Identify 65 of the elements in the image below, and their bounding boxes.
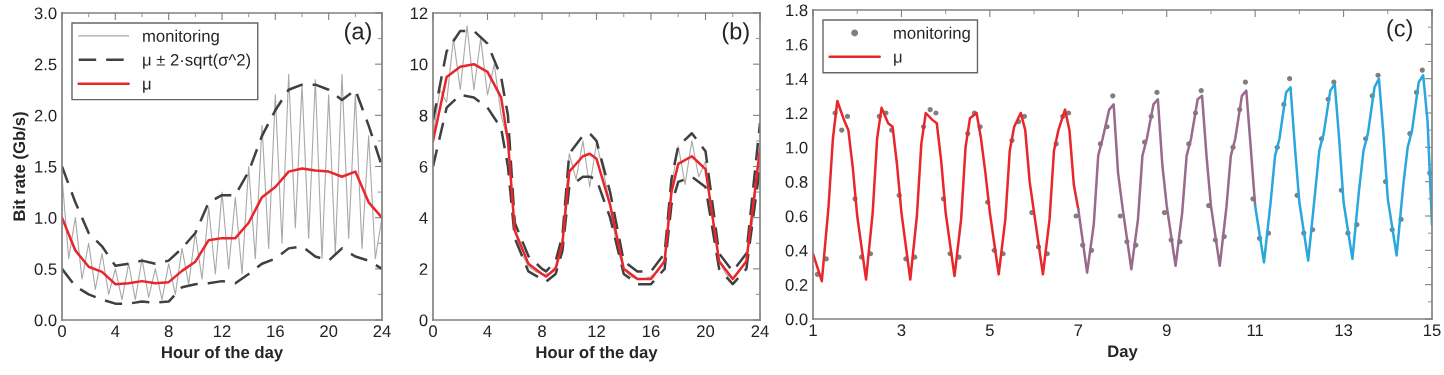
- y-tick-label: 2.5: [34, 58, 57, 71]
- line-series: [1253, 73, 1432, 264]
- x-tick-label: 11: [1247, 324, 1263, 336]
- x-tick-label: 7: [1074, 324, 1083, 336]
- x-tick-label: 8: [164, 325, 173, 338]
- x-tick-label: 3: [897, 324, 906, 337]
- x-tick-label: 5: [985, 324, 994, 337]
- y-tick-label: 6: [419, 160, 428, 173]
- y-tick-label: 1.5: [35, 161, 57, 173]
- x-axis-title: Hour of the day: [536, 345, 658, 362]
- y-tick-label: 1.4: [786, 73, 808, 85]
- x-tick-label: 13: [1335, 324, 1353, 337]
- line-series: [62, 73, 382, 301]
- y-tick-label: 4: [419, 212, 428, 224]
- x-tick-label: 24: [373, 325, 391, 337]
- x-tick-label: 15: [1424, 324, 1441, 337]
- y-tick-label: 12: [410, 7, 428, 20]
- x-tick-label: 4: [483, 325, 492, 337]
- legend-label: μ ± 2·sqrt(σ^2): [143, 53, 251, 70]
- x-tick-label: 1: [809, 324, 817, 336]
- line-series: [1077, 89, 1257, 274]
- annotation: (a): [345, 22, 371, 45]
- x-tick-label: 9: [1162, 324, 1171, 337]
- y-tick-label: 10: [410, 58, 428, 71]
- y-tick-label: 8: [419, 109, 428, 122]
- x-tick-label: 16: [643, 325, 660, 338]
- y-tick-label: 0.0: [34, 314, 57, 327]
- y-tick-label: 0.6: [785, 210, 808, 223]
- annotation: (b): [722, 22, 749, 45]
- y-tick-label: 1.0: [35, 212, 57, 224]
- y-tick-label: 1.6: [786, 38, 808, 51]
- y-tick-label: 0.2: [785, 279, 808, 291]
- x-tick-label: 12: [214, 325, 231, 337]
- line-series: [433, 93, 760, 286]
- y-tick-label: 1.2: [786, 107, 808, 120]
- y-tick-label: 0: [419, 314, 428, 327]
- y-tick-label: 0.0: [785, 313, 808, 326]
- x-tick-label: 8: [538, 325, 546, 338]
- y-tick-label: 1.8: [786, 4, 808, 17]
- y-tick-label: 0.4: [785, 244, 808, 257]
- line-series: [813, 99, 1080, 283]
- x-tick-label: 24: [751, 325, 769, 337]
- x-tick-label: 12: [588, 325, 605, 337]
- x-tick-label: 0: [429, 325, 437, 338]
- x-tick-label: 20: [697, 325, 715, 338]
- y-tick-label: 3.0: [34, 7, 57, 20]
- x-tick-label: 4: [111, 325, 120, 337]
- x-tick-label: 16: [267, 325, 284, 338]
- legend-label: μ: [143, 80, 151, 93]
- legend-label: monitoring: [894, 26, 970, 43]
- y-tick-label: 0.5: [34, 263, 57, 276]
- x-axis-title: Hour of the day: [162, 345, 284, 362]
- y-tick-label: 2: [419, 263, 428, 275]
- y-axis-title: Bit rate (Gb/s): [12, 112, 29, 221]
- annotation: (c): [1387, 19, 1412, 42]
- line-series: [62, 245, 382, 305]
- legend-label: monitoring: [143, 29, 219, 46]
- x-tick-label: 20: [320, 325, 338, 338]
- line-series: [62, 167, 382, 286]
- y-tick-label: 0.8: [785, 176, 808, 188]
- x-axis-title: Day: [1108, 345, 1138, 361]
- y-tick-label: 1.0: [786, 141, 808, 154]
- y-tick-label: 2.0: [34, 109, 57, 122]
- legend-label: μ: [894, 53, 902, 66]
- x-tick-label: 0: [58, 325, 66, 338]
